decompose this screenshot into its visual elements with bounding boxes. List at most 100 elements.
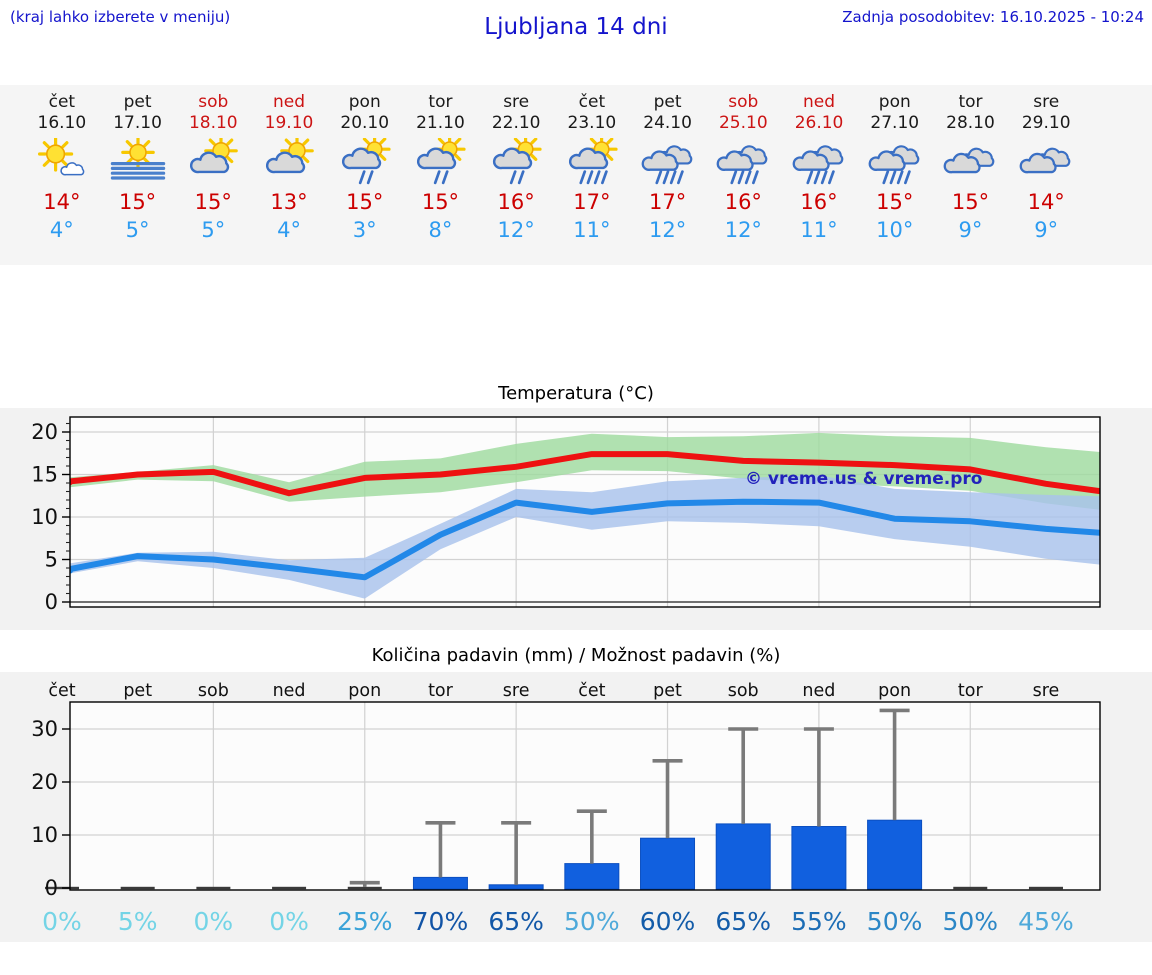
page-title: Ljubljana 14 dni: [484, 14, 668, 40]
day-date: 16.10: [37, 113, 87, 133]
day-date: 25.10: [718, 113, 768, 133]
weather-icon: [408, 133, 472, 186]
forecast-day: sob 18.10 15° 5°: [175, 85, 251, 265]
min-temperature-line: [70, 498, 1100, 581]
precip-bar: [488, 884, 544, 890]
max-temp: 17°: [573, 190, 611, 214]
weather-icon: [787, 138, 851, 186]
min-temp: 12°: [648, 218, 687, 242]
max-temp: 15°: [951, 190, 990, 214]
precip-probability: 50%: [564, 907, 620, 936]
precip-day-label: sob: [198, 681, 229, 701]
y-tick-label: 0: [45, 590, 58, 614]
precip-chart-title: Količina padavin (mm) / Možnost padavin …: [371, 645, 781, 666]
precip-day-label: tor: [958, 681, 984, 701]
precip-probability: 60%: [640, 907, 696, 936]
forecast-day: pet 17.10 15° 5°: [100, 85, 176, 265]
precip-day-label: čet: [578, 681, 605, 701]
min-temp: 5°: [201, 218, 226, 242]
precipitation-chart: čet pet sob ned pon tor sre čet pet sob ned pon tor s…: [0, 672, 1152, 942]
partly-cloudy-light-rain-icon: [417, 133, 467, 185]
max-temp: 14°: [1027, 190, 1065, 214]
cloudy-rain-icon: [716, 145, 768, 185]
max-temperature-range-band: [70, 432, 1100, 510]
forecast-day: sob 25.10 16° 12°: [705, 85, 781, 265]
max-temp: 15°: [346, 190, 384, 214]
day-date: 19.10: [264, 113, 314, 133]
day-name: ned: [803, 92, 836, 112]
day-name: pon: [878, 92, 911, 112]
day-name: čet: [578, 92, 606, 112]
y-tick-label: 0: [45, 876, 58, 900]
partly-cloudy-light-rain-icon: [493, 133, 542, 185]
forecast-day: ned 26.10 16° 11°: [781, 85, 857, 265]
temp-chart-title: Temperatura (°C): [498, 383, 654, 404]
day-date: 22.10: [491, 113, 541, 133]
day-name: pet: [123, 92, 152, 112]
max-temp: 15°: [876, 190, 914, 214]
plot-border: [69, 416, 1101, 608]
weather-icon: [560, 133, 624, 186]
max-temp: 15°: [118, 190, 157, 214]
partly-cloudy-icon: [190, 134, 239, 174]
weather-icon: [938, 138, 1002, 186]
partly-cloudy-light-rain-icon: [341, 133, 391, 185]
precip-probability: 0%: [42, 907, 82, 936]
precip-bar: [715, 823, 771, 890]
forecast-days: čet 16.10 14° 4° pet 17.10 15° 5° sob 18.10 15° 5° n…: [24, 85, 1084, 265]
day-name: sob: [728, 92, 759, 112]
min-temp: 4°: [49, 218, 74, 242]
precip-probability: 70%: [413, 907, 469, 936]
cloudy-icon: [944, 147, 995, 174]
precip-zero-bar: [953, 886, 988, 890]
precip-probability: 0%: [194, 907, 234, 936]
precip-day-label: čet: [48, 681, 75, 701]
weather-icon: [1014, 138, 1078, 186]
min-temp: 10°: [876, 218, 914, 242]
day-date: 18.10: [188, 113, 238, 133]
cloudy-icon: [1019, 147, 1071, 174]
partly-cloudy-icon: [266, 134, 314, 174]
precip-probability: 65%: [488, 907, 544, 936]
precip-day-label: pet: [653, 681, 682, 701]
y-tick-label: 20: [31, 420, 58, 444]
max-temp: 16°: [724, 190, 762, 214]
day-date: 27.10: [870, 113, 920, 133]
precip-day-label: sre: [1033, 681, 1060, 701]
watermark: © vreme.us & vreme.pro: [745, 469, 982, 489]
forecast-day: čet 23.10 17° 11°: [554, 85, 630, 265]
y-tick-label: 10: [31, 505, 58, 529]
precip-probability: 65%: [715, 907, 771, 936]
y-tick-label: 30: [31, 717, 58, 741]
max-temp: 15°: [194, 190, 232, 214]
day-name: čet: [48, 92, 76, 112]
precip-probability: 5%: [118, 907, 158, 936]
menu-hint: (kraj lahko izberete v meniju): [10, 8, 231, 26]
day-name: sob: [198, 92, 229, 112]
forecast-day: čet 16.10 14° 4°: [24, 85, 100, 265]
forecast-day: pon 27.10 15° 10°: [857, 85, 933, 265]
weather-icon: [333, 133, 397, 186]
partly-cloudy-rain-icon: [568, 133, 618, 185]
weather-icon: [181, 134, 245, 186]
max-temp: 14°: [43, 190, 81, 214]
precip-day-label: tor: [428, 681, 454, 701]
last-update-label: Zadnja posodobitev: 16.10.2025 - 10:24: [842, 8, 1144, 26]
max-temp: 17°: [648, 190, 687, 214]
precip-day-label: pon: [878, 681, 911, 701]
forecast-strip: čet 16.10 14° 4° pet 17.10 15° 5° sob 18.10 15° 5° n…: [0, 85, 1152, 265]
day-name: tor: [958, 92, 983, 112]
min-temp: 4°: [277, 218, 301, 242]
precip-zero-bar: [120, 886, 155, 890]
day-name: sre: [1033, 92, 1060, 112]
forecast-day: sre 22.10 16° 12°: [478, 85, 554, 265]
day-name: pet: [653, 92, 682, 112]
day-name: pon: [348, 92, 381, 112]
forecast-day: tor 28.10 15° 9°: [933, 85, 1009, 265]
precip-bar: [867, 819, 923, 890]
max-temp: 16°: [497, 190, 535, 214]
precip-zero-bar: [272, 886, 307, 890]
fog-sun-icon: [110, 135, 165, 180]
temperature-chart: © vreme.us & vreme.pro 0 5 10 15 20: [0, 408, 1152, 630]
cloudy-rain-icon: [792, 145, 844, 185]
